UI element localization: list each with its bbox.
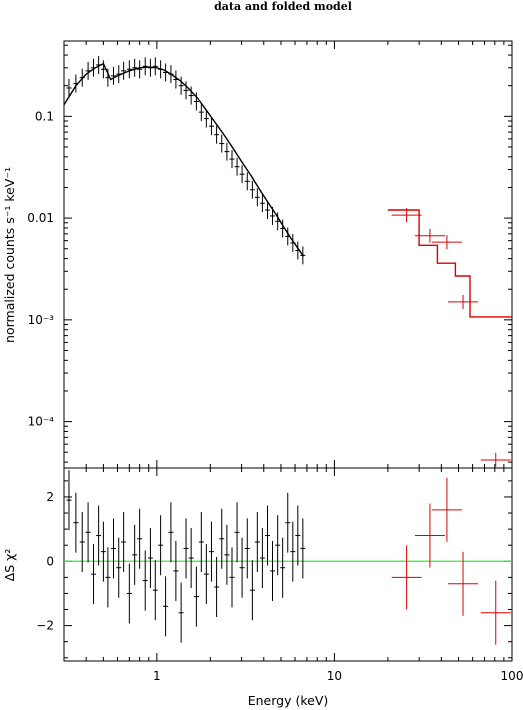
top-axis-ticks: 0.1 0.01 10⁻³ 10⁻⁴ <box>27 41 513 468</box>
top-y-axis-label: normalized counts s⁻¹ keV⁻¹ <box>2 167 17 343</box>
bottom-panel-frame <box>63 467 513 662</box>
y-tick-label: −2 <box>36 619 54 633</box>
top-panel-marks <box>63 55 512 467</box>
x-axis-label: Energy (keV) <box>248 693 329 708</box>
bottom-axis-ticks: 1 10 100 2 0 −2 <box>36 468 523 683</box>
top-panel-frame <box>63 40 513 469</box>
y-tick-label: 10⁻⁴ <box>28 415 55 429</box>
y-tick-label: 0 <box>46 554 54 568</box>
model-line <box>387 209 512 318</box>
y-tick-label: 0.01 <box>27 211 54 225</box>
chart-title: data and folded model <box>214 0 352 13</box>
model-line <box>63 62 305 257</box>
x-tick-label: 1 <box>153 669 161 683</box>
y-tick-label: 10⁻³ <box>28 313 55 327</box>
bottom-y-axis-label: ΔS χ² <box>2 549 17 582</box>
x-tick-label: 100 <box>501 669 523 683</box>
x-tick-label: 10 <box>327 669 342 683</box>
y-tick-label: 0.1 <box>35 109 54 123</box>
bottom-panel-marks <box>64 470 512 645</box>
y-tick-label: 2 <box>46 490 54 504</box>
